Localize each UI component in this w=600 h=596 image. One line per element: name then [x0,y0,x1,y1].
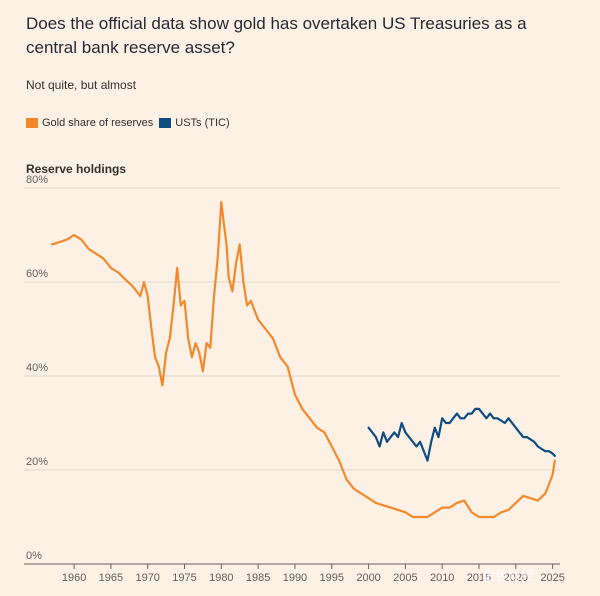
x-tick-label: 1970 [135,572,159,584]
series-line-gold [50,201,556,519]
chart-subtitle: Not quite, but almost [26,78,137,92]
watermark: 金色财经 [482,568,535,583]
x-tick-label: 1965 [99,572,123,584]
x-tick-label: 2025 [540,572,564,584]
x-tick-label: 2000 [356,572,380,584]
y-axis-title: Reserve holdings [26,162,127,176]
series-line-usts [367,407,556,462]
legend-swatch-gold [26,118,38,128]
x-tick-label: 1995 [320,572,344,584]
y-tick-label: 0% [26,550,42,562]
x-tick-label: 1960 [62,572,86,584]
x-tick-label: 1980 [209,572,233,584]
x-tick-label: 2010 [430,572,454,584]
x-tick-label: 1985 [246,572,270,584]
y-tick-label: 60% [26,268,48,280]
chart-title: Does the official data show gold has ove… [26,14,527,57]
legend-item-usts: USTs (TIC) [159,117,230,129]
x-tick-label: 1990 [283,572,307,584]
x-tick-label: 2005 [393,572,417,584]
x-tick-label: 2020 [504,572,528,584]
legend-swatch-usts [159,118,172,128]
x-tick-label: 1975 [172,572,196,584]
legend: Gold share of reserves USTs (TIC) [26,117,236,129]
legend-label-gold: Gold share of reserves [42,117,154,129]
y-tick-label: 40% [26,362,48,374]
legend-label-usts: USTs (TIC) [175,117,230,129]
y-tick-label: 20% [26,456,48,468]
y-tick-label: 80% [26,174,48,186]
legend-item-gold: Gold share of reserves [26,117,153,129]
x-tick-label: 2015 [467,572,491,584]
